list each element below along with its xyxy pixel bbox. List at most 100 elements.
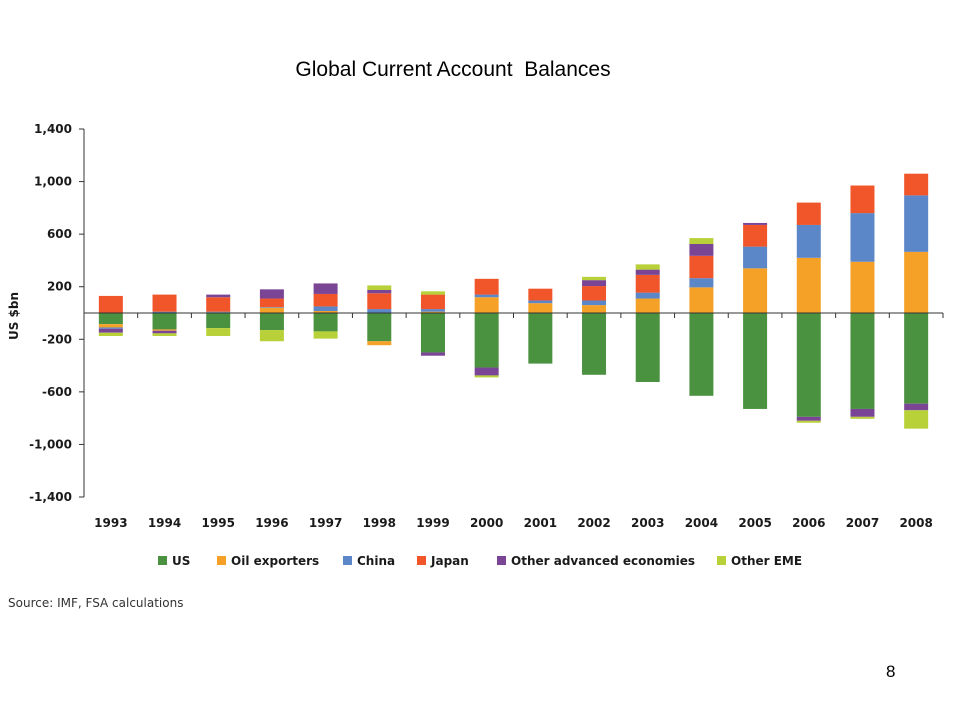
x-axis: 1993 1994 1995 1996 1997 1998 1999 2000 2001 2002… — [83, 312, 944, 530]
bar-segment — [206, 328, 231, 336]
bar-segment — [259, 313, 284, 331]
legend-label: Other advanced economies — [511, 554, 695, 568]
bar-segment — [152, 333, 177, 336]
bar-segment — [850, 185, 875, 214]
bar-segment — [635, 298, 660, 313]
bar-segment — [367, 309, 392, 313]
bar-segment — [152, 313, 177, 330]
bar-segment — [474, 278, 499, 295]
bar-segment — [367, 341, 392, 346]
bar-segment — [98, 295, 123, 313]
bar-segment — [420, 309, 445, 312]
x-tick-label: 1999 — [416, 516, 449, 530]
bar-segment — [582, 280, 607, 287]
y-tick-label: -1,400 — [29, 490, 72, 504]
bar-segment — [582, 313, 607, 375]
legend-swatch — [417, 556, 426, 565]
bar-segment — [152, 294, 177, 312]
bar-segment — [582, 286, 607, 301]
bars — [98, 173, 929, 429]
x-tick-label: 1998 — [363, 516, 396, 530]
bar-segment — [259, 307, 284, 313]
bar-segment — [796, 313, 821, 417]
x-tick-label: 1995 — [202, 516, 235, 530]
bar-segment — [528, 313, 553, 364]
bar-segment — [689, 313, 714, 396]
bar-segment — [206, 297, 231, 312]
bar-segment — [528, 300, 553, 304]
bar-segment — [850, 408, 875, 417]
current-account-chart: 1,400 1,000 600 200 -200 -600 -1,000 -1,400 199… — [7, 122, 944, 568]
source-note: Source: IMF, FSA calculations — [8, 596, 184, 610]
bar-segment — [743, 246, 768, 269]
bar-segment — [635, 269, 660, 275]
bar-segment — [904, 173, 929, 196]
bar-segment — [743, 313, 768, 409]
x-tick-label: 2002 — [577, 516, 610, 530]
y-axis: 1,400 1,000 600 200 -200 -600 -1,000 -1,400 — [29, 122, 85, 504]
bar-segment — [743, 222, 768, 225]
bar-segment — [206, 313, 231, 329]
bar-segment — [420, 352, 445, 356]
bar-segment — [259, 330, 284, 342]
bar-segment — [152, 329, 177, 331]
bar-segment — [98, 324, 123, 328]
bar-segment — [313, 313, 338, 332]
x-tick-label: 1993 — [94, 516, 127, 530]
legend-swatch — [717, 556, 726, 565]
bar-segment — [259, 307, 284, 308]
legend-label: US — [172, 554, 190, 568]
bar-segment — [689, 278, 714, 288]
x-tick-label: 1996 — [255, 516, 288, 530]
bar-segment — [528, 288, 553, 301]
bar-segment — [689, 287, 714, 313]
bar-segment — [98, 328, 123, 333]
y-tick-label: 200 — [47, 280, 72, 294]
bar-segment — [474, 313, 499, 368]
x-tick-label: 2003 — [631, 516, 664, 530]
bar-segment — [420, 311, 445, 313]
bar-segment — [313, 293, 338, 307]
bar-segment — [206, 311, 231, 313]
bar-segment — [635, 274, 660, 293]
y-tick-label: -1,000 — [29, 437, 72, 451]
bar-segment — [689, 244, 714, 256]
bar-segment — [367, 290, 392, 294]
bar-segment — [904, 195, 929, 252]
x-tick-label: 2007 — [846, 516, 879, 530]
page-number: 8 — [886, 662, 896, 681]
slide-title: Global Current Account Balances — [295, 58, 611, 81]
legend-swatch — [158, 556, 167, 565]
x-tick-label: 1997 — [309, 516, 342, 530]
legend-label: Oil exporters — [231, 554, 319, 568]
legend-label: China — [357, 554, 395, 568]
y-tick-label: 600 — [47, 227, 72, 241]
y-axis-label: US $bn — [7, 292, 21, 340]
bar-segment — [904, 251, 929, 313]
bar-segment — [313, 283, 338, 294]
bar-segment — [259, 289, 284, 299]
bar-segment — [313, 331, 338, 339]
y-tick-label: 1,000 — [34, 175, 72, 189]
bar-segment — [98, 313, 123, 325]
legend-swatch — [217, 556, 226, 565]
bar-segment — [689, 255, 714, 279]
legend: US Oil exporters China Japan Other advanced … — [158, 554, 802, 568]
bar-segment — [582, 305, 607, 313]
y-tick-label: 1,400 — [34, 122, 72, 136]
bar-segment — [474, 297, 499, 313]
bar-segment — [420, 291, 445, 295]
x-tick-label: 2004 — [685, 516, 718, 530]
x-tick-label: 1994 — [148, 516, 181, 530]
bar-segment — [152, 311, 177, 313]
bar-segment — [689, 238, 714, 244]
legend-swatch — [497, 556, 506, 565]
bar-segment — [796, 257, 821, 313]
bar-segment — [474, 367, 499, 376]
bar-segment — [259, 298, 284, 308]
bar-segment — [474, 375, 499, 378]
bar-segment — [582, 276, 607, 281]
bar-segment — [582, 300, 607, 306]
bar-segment — [420, 294, 445, 310]
x-tick-label: 2008 — [899, 516, 932, 530]
